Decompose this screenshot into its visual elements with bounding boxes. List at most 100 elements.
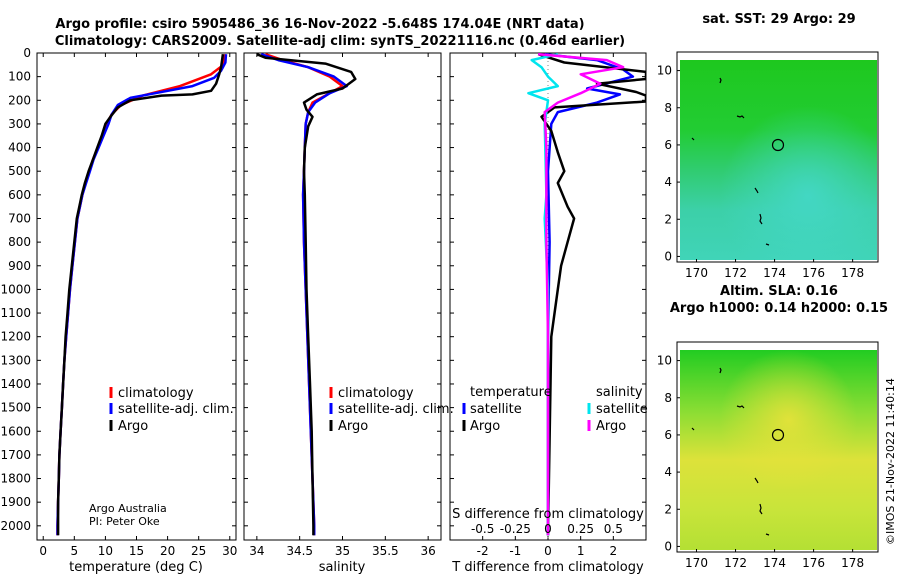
sla-island — [719, 367, 722, 374]
map-y-tick-label: 2 — [664, 212, 672, 226]
map-y-tick-label: 6 — [664, 428, 672, 442]
difference-panel: -2 -1 0 1 2 T difference from climatology S … — [449, 52, 648, 575]
y-tick-label: 1500 — [0, 401, 31, 415]
map-x-tick-label: 178 — [841, 556, 864, 570]
salinity-axes — [243, 52, 442, 541]
salinity-xlabel: salinity — [319, 560, 366, 575]
y-tick-label: 0 — [23, 46, 31, 60]
sla-island — [759, 503, 763, 515]
legend-climatology: climatology — [118, 386, 194, 401]
sla-island — [765, 533, 770, 536]
sst-island — [754, 187, 759, 194]
map-x-tick-label: 174 — [763, 266, 786, 280]
y-tick-label: 1100 — [0, 306, 31, 320]
map-y-tick-label: 4 — [664, 175, 672, 189]
map-x-tick-label: 172 — [724, 266, 747, 280]
sla-map-panel: Altim. SLA: 0.16 Argo h1000: 0.14 h2000:… — [657, 284, 888, 570]
credit-institution: Argo Australia — [89, 502, 167, 515]
sst-map-panel: sat. SST: 29 Argo: 29 — [657, 12, 879, 280]
y-tick-label: 900 — [8, 259, 31, 273]
imos-watermark: ©IMOS 21-Nov-2022 11:40:14 — [884, 378, 897, 545]
x-tick-label: 36 — [421, 544, 436, 558]
temperature-xlabel: temperature (deg C) — [69, 560, 203, 575]
sst-map-axes — [676, 51, 879, 263]
legend-t-satellite: satellite — [470, 402, 522, 417]
y-tick-label: 1900 — [0, 495, 31, 509]
sst-map-ticks: 170 172 174 176 178 0 2 4 6 8 10 — [657, 64, 864, 280]
sla-map-ticks: 170 172 174 176 178 0 2 4 6 8 10 — [657, 354, 864, 570]
x-tick-label: 30 — [222, 544, 237, 558]
series-t-argo — [537, 53, 646, 536]
y-tick-label: 1600 — [0, 424, 31, 438]
legend-satellite: satellite-adj. clim. — [118, 402, 234, 417]
x-tick-label: -1 — [509, 544, 521, 558]
sla-map-axes — [676, 341, 879, 553]
map-y-tick-label: 0 — [664, 539, 672, 553]
x-tick-label: 34 — [249, 544, 264, 558]
y-tick-label: 1400 — [0, 377, 31, 391]
x-tick-label: 1 — [577, 544, 585, 558]
s-difference-xlabel: S difference from climatology — [452, 507, 644, 522]
map-y-tick-label: 2 — [664, 502, 672, 516]
salinity-legend: climatology satellite-adj. clim. Argo — [329, 386, 454, 434]
y-tick-label: 1800 — [0, 472, 31, 486]
y-tick-label: 1300 — [0, 353, 31, 367]
sla-high-patch — [680, 350, 877, 550]
sla-argo-position-marker — [771, 428, 785, 442]
x-tick-label: 2 — [610, 544, 618, 558]
difference-legend: temperature satellite Argo salinity sate… — [462, 385, 648, 434]
sst-island — [691, 137, 695, 141]
series-argo — [56, 54, 225, 536]
credit-pi: PI: Peter Oke — [89, 515, 160, 528]
y-tick-label: 2000 — [0, 519, 31, 533]
map-x-tick-label: 170 — [685, 556, 708, 570]
legend-argo: Argo — [118, 419, 148, 434]
x-tick-label: 15 — [129, 544, 144, 558]
depth-axis: 0 100 200 300 400 500 600 700 800 900 1000 1100 1200… — [0, 46, 31, 533]
y-tick-label: 1000 — [0, 282, 31, 296]
map-y-tick-label: 8 — [664, 391, 672, 405]
map-y-tick-label: 6 — [664, 138, 672, 152]
x-tick-label: 20 — [160, 544, 175, 558]
x-tick-label: 35.5 — [372, 544, 399, 558]
y-tick-label: 700 — [8, 211, 31, 225]
legend-satellite: satellite-adj. clim. — [338, 402, 454, 417]
legend-salinity-title: salinity — [596, 385, 643, 400]
temperature-axes — [36, 52, 237, 541]
legend-s-argo: Argo — [596, 419, 626, 434]
map-x-tick-label: 170 — [685, 266, 708, 280]
sst-coastlines — [691, 77, 770, 246]
x-tick-label: 10 — [98, 544, 113, 558]
s-difference-x-axis: -0.5 -0.25 0 0.25 0.5 — [471, 522, 623, 536]
series-s-satellite — [527, 53, 560, 536]
y-tick-label: 400 — [8, 141, 31, 155]
legend-temperature-title: temperature — [470, 385, 552, 400]
x-tick-label: 25 — [191, 544, 206, 558]
salinity-profiles — [256, 53, 357, 536]
sst-map-title: sat. SST: 29 Argo: 29 — [702, 12, 855, 27]
s-diff-tick-label: 0.5 — [604, 522, 623, 536]
salinity-panel: 34 34.5 35 35.5 36 salinity climatology sate… — [243, 52, 454, 575]
temperature-panel: 0100200300400500600700800900100011001200… — [0, 46, 237, 575]
title-line-1: Argo profile: csiro 5905486_36 16-Nov-20… — [55, 17, 584, 32]
map-y-tick-label: 8 — [664, 101, 672, 115]
series-climatology — [56, 54, 227, 536]
s-diff-tick-label: -0.25 — [500, 522, 531, 536]
x-tick-label: 0 — [544, 544, 552, 558]
y-tick-label: 600 — [8, 188, 31, 202]
map-x-tick-label: 178 — [841, 266, 864, 280]
sst-island — [765, 243, 770, 246]
temperature-legend: climatology satellite-adj. clim. Argo — [109, 386, 234, 434]
s-diff-tick-label: 0.25 — [567, 522, 594, 536]
legend-argo: Argo — [338, 419, 368, 434]
y-tick-label: 1700 — [0, 448, 31, 462]
y-tick-label: 500 — [8, 164, 31, 178]
title-line-2: Climatology: CARS2009. Satellite-adj cli… — [55, 34, 625, 49]
series-satellite-adj-clim- — [260, 53, 349, 536]
sla-map-title-1: Altim. SLA: 0.16 — [720, 284, 838, 299]
map-x-tick-label: 172 — [724, 556, 747, 570]
y-tick-label: 100 — [8, 70, 31, 84]
sst-argo-position-marker — [771, 138, 785, 152]
temperature-x-axis: 0 5 10 15 20 25 30 — [37, 52, 237, 558]
